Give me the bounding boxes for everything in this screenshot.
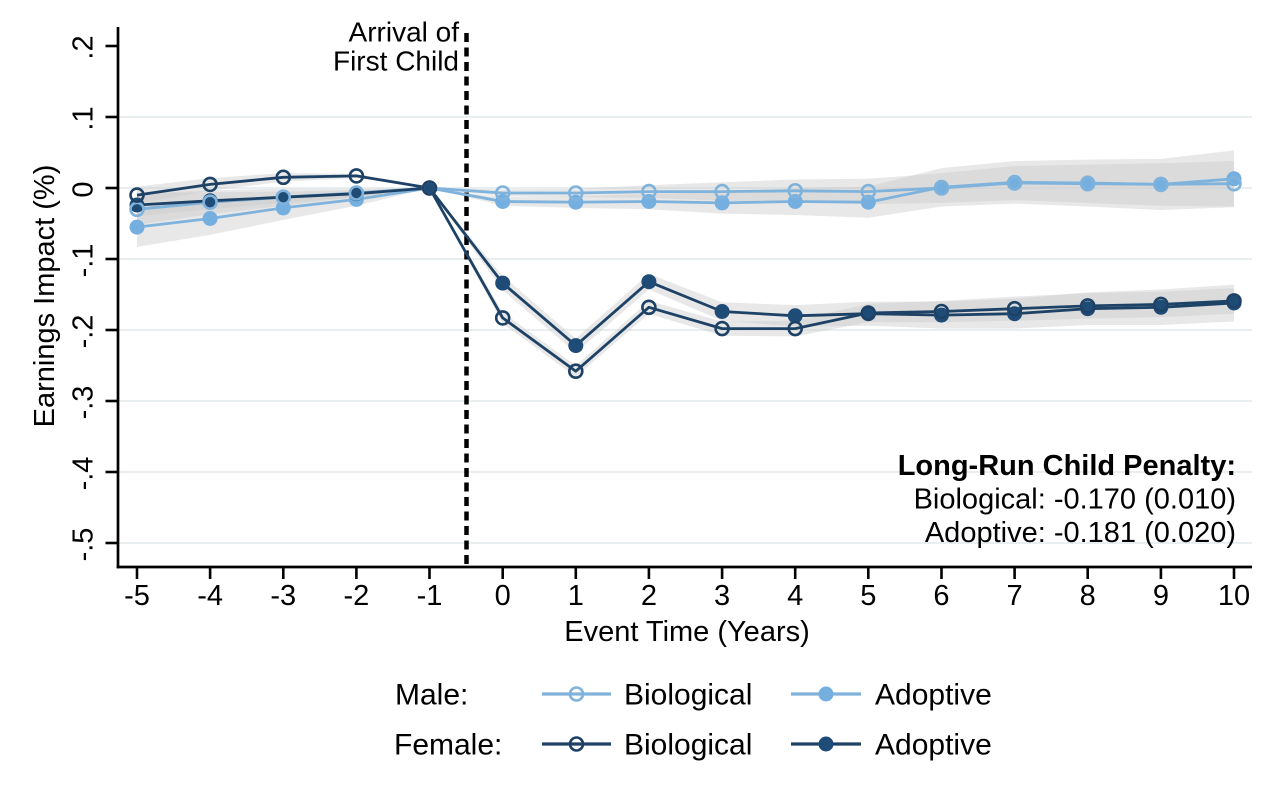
svg-text:6: 6 (933, 580, 949, 612)
svg-text:Female:: Female: (394, 729, 502, 762)
svg-text:Adoptive: Adoptive (875, 679, 992, 712)
svg-text:Earnings Impact (%): Earnings Impact (%) (29, 165, 61, 428)
svg-text:Male:: Male: (395, 679, 468, 712)
svg-text:9: 9 (1153, 580, 1169, 612)
svg-text:First Child: First Child (333, 46, 459, 77)
svg-text:Arrival of: Arrival of (349, 17, 460, 48)
svg-text:8: 8 (1080, 580, 1096, 612)
svg-text:4: 4 (787, 580, 803, 612)
svg-text:0: 0 (495, 580, 511, 612)
svg-text:-.5: -.5 (68, 528, 100, 562)
svg-text:1: 1 (568, 580, 584, 612)
svg-text:Long-Run Child Penalty:: Long-Run Child Penalty: (898, 450, 1236, 482)
svg-text:Adoptive: Adoptive (875, 729, 992, 762)
svg-text:-.2: -.2 (68, 315, 100, 349)
svg-text:-3: -3 (270, 580, 296, 612)
svg-text:Biological: -0.170 (0.010): Biological: -0.170 (0.010) (914, 484, 1236, 516)
svg-text:-1: -1 (417, 580, 443, 612)
svg-text:3: 3 (714, 580, 730, 612)
svg-text:Adoptive: -0.181 (0.020): Adoptive: -0.181 (0.020) (925, 517, 1236, 549)
svg-text:Biological: Biological (624, 679, 752, 712)
svg-text:Biological: Biological (624, 729, 752, 762)
svg-text:-4: -4 (197, 580, 223, 612)
svg-text:5: 5 (860, 580, 876, 612)
svg-text:-.4: -.4 (68, 457, 100, 491)
svg-text:.2: .2 (68, 35, 100, 59)
svg-text:.1: .1 (68, 106, 100, 130)
svg-text:-.3: -.3 (68, 386, 100, 420)
svg-text:-5: -5 (124, 580, 150, 612)
svg-text:10: 10 (1218, 580, 1250, 612)
svg-text:-2: -2 (344, 580, 370, 612)
svg-text:Event Time (Years): Event Time (Years) (564, 616, 810, 648)
svg-text:2: 2 (641, 580, 657, 612)
svg-text:-.1: -.1 (68, 244, 100, 278)
svg-text:7: 7 (1007, 580, 1023, 612)
svg-text:0: 0 (68, 181, 100, 197)
